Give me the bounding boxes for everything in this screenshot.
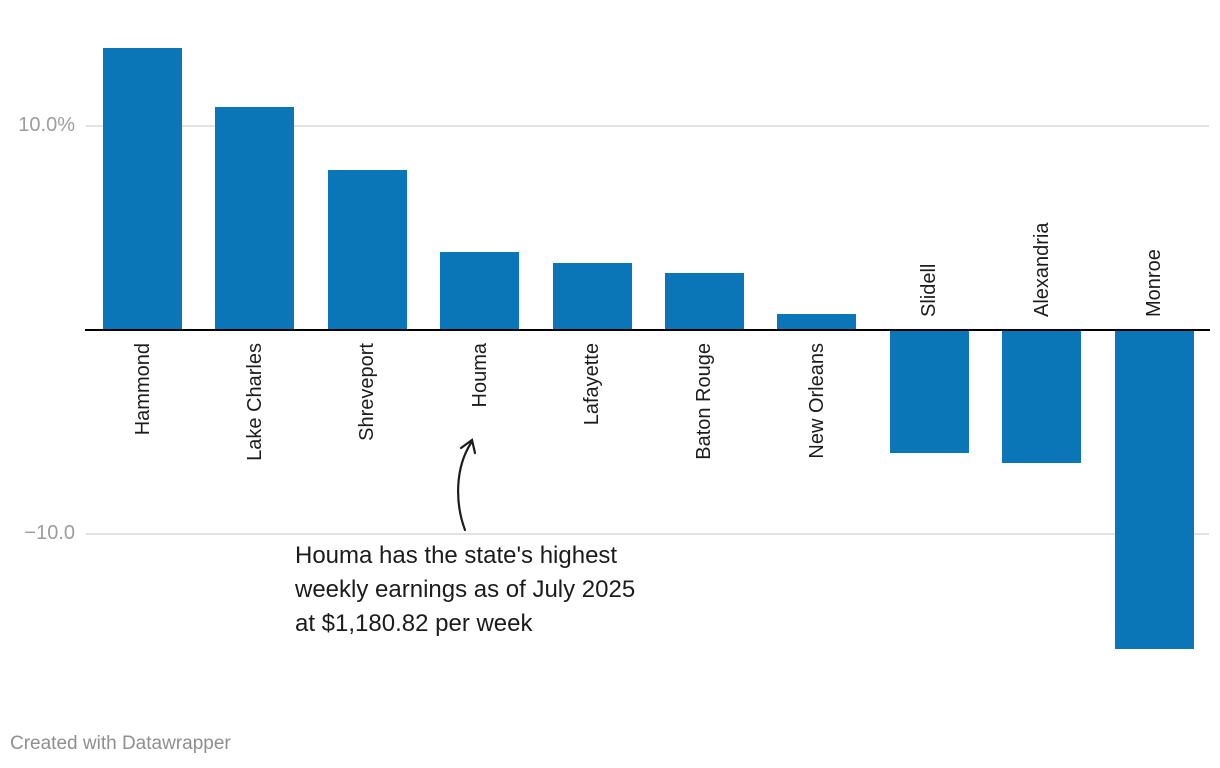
- bar-lafayette: [552, 263, 632, 330]
- bar-hammond: [103, 48, 182, 330]
- x-label-text: Hammond: [131, 343, 154, 436]
- annotation-line: Houma has the state's highest: [295, 542, 618, 569]
- annotation-line: weekly earnings as of July 2025: [295, 576, 636, 603]
- x-label-text: New Orleans: [805, 343, 828, 459]
- x-label-text: Houma: [468, 343, 491, 408]
- gridline-neg-10: [86, 533, 1209, 535]
- annotation-line: at $1,180.82 per week: [295, 610, 533, 637]
- x-label-text: Shreveport: [356, 343, 379, 441]
- x-label-text: Lafayette: [581, 343, 604, 426]
- bar-shreveport: [327, 170, 407, 330]
- bar-houma: [440, 252, 520, 330]
- annotation-text: Houma has the state's highest weekly ear…: [295, 539, 635, 641]
- y-axis-tick-10: 10.0%: [18, 114, 75, 136]
- bar-lake-charles: [215, 107, 295, 330]
- x-label-text: Lake Charles: [243, 343, 266, 461]
- bar-monroe: [1114, 330, 1194, 649]
- y-axis-tick-neg-10: −10.0: [24, 522, 75, 544]
- x-label-text: Monroe: [1143, 249, 1165, 317]
- bar-slidell: [889, 330, 969, 453]
- x-label-text: Alexandria: [1030, 222, 1053, 317]
- gridline-10-percent: [86, 125, 1209, 127]
- x-axis-baseline: [85, 329, 1210, 331]
- bar-baton-rouge: [664, 273, 744, 330]
- attribution-text: Created with Datawrapper: [10, 733, 231, 754]
- x-label-text: Slidell: [918, 263, 941, 317]
- x-label-text: Baton Rouge: [693, 343, 716, 460]
- bar-alexandria: [1002, 330, 1082, 463]
- bar-new-orleans: [777, 314, 857, 330]
